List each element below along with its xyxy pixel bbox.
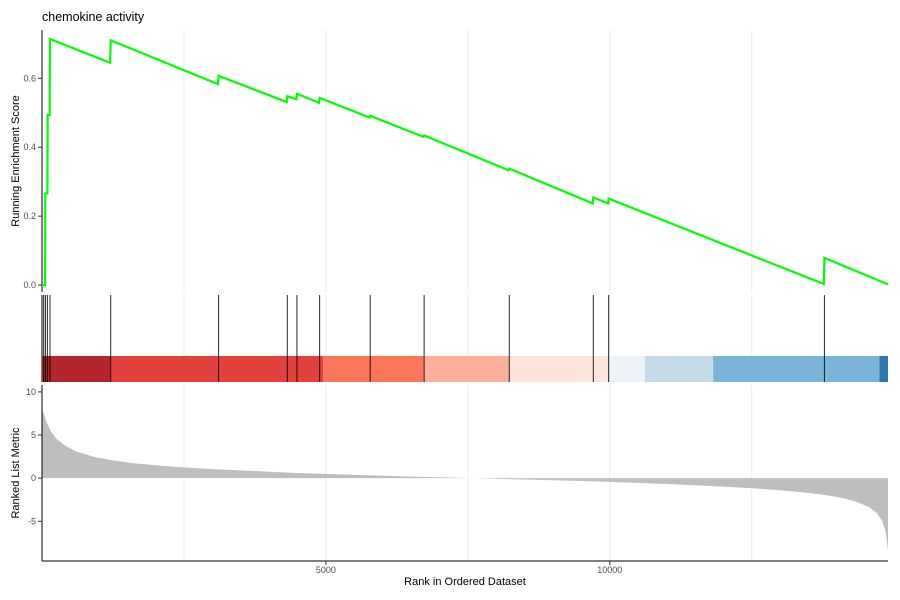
rank-y-ticks: -5 0 5 10 xyxy=(26,387,42,526)
ranked-metric-area xyxy=(42,409,888,552)
es-y-tick-label: 0.4 xyxy=(23,142,36,152)
color-bar-segment xyxy=(423,356,510,382)
rank-y-tick-label: 5 xyxy=(31,430,36,440)
color-bar-segment xyxy=(509,356,610,382)
es-y-axis-label: Running Enrichment Score xyxy=(10,95,22,226)
es-y-tick-label: 0.0 xyxy=(23,280,36,290)
color-bar-segment xyxy=(713,356,880,382)
color-bar-segment xyxy=(644,356,714,382)
rank-y-tick-label: -5 xyxy=(28,516,36,526)
color-bar-segment xyxy=(42,356,111,382)
hit-marks xyxy=(43,295,825,382)
x-tick-label: 10000 xyxy=(597,565,622,575)
ranked-metric-panel: -5 0 5 10 5000 10000 Ranked List Metric Rank… xyxy=(10,385,888,588)
rank-y-tick-label: 0 xyxy=(31,473,36,483)
es-y-tick-label: 0.2 xyxy=(23,211,36,221)
color-bar-segment xyxy=(110,356,324,382)
es-series-line xyxy=(42,37,889,287)
x-axis-label: Rank in Ordered Dataset xyxy=(404,576,526,588)
x-ticks: 5000 10000 xyxy=(316,561,622,575)
chart-title: chemokine activity xyxy=(42,10,145,24)
rank-y-tick-label: 10 xyxy=(26,387,36,397)
es-y-ticks: 0.0 0.2 0.4 0.6 xyxy=(23,73,42,290)
enrichment-score-panel: 0.0 0.2 0.4 0.6 Running Enrichment Score xyxy=(10,30,889,292)
rank-y-axis-label: Ranked List Metric xyxy=(10,427,22,519)
es-gridlines xyxy=(183,30,753,292)
color-bar-segment xyxy=(609,356,645,382)
color-bar-segment xyxy=(323,356,424,382)
x-tick-label: 5000 xyxy=(316,565,336,575)
es-y-tick-label: 0.6 xyxy=(23,73,36,83)
rank-color-bar xyxy=(42,356,888,382)
color-bar-segment xyxy=(879,356,888,382)
hits-panel xyxy=(41,295,888,382)
